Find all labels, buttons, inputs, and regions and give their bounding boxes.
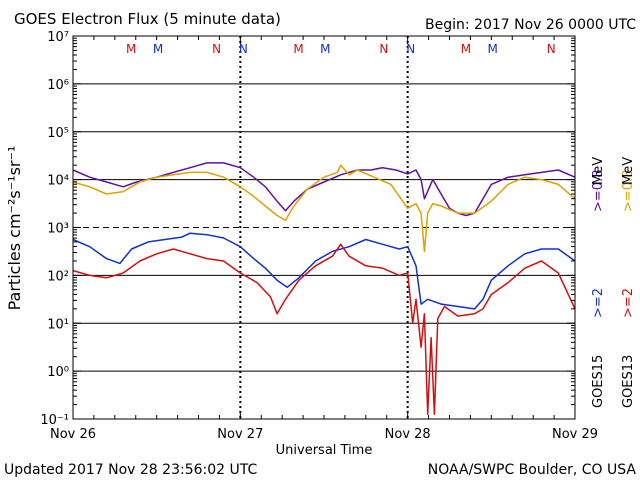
orbit-marker-n: N	[239, 42, 248, 56]
series-line-goes13	[72, 164, 576, 253]
orbit-marker-n: N	[212, 42, 221, 56]
orbit-marker-n: N	[406, 42, 415, 56]
legend-goes15-low: >=0.8	[591, 170, 606, 212]
orbit-marker-m: M	[153, 42, 163, 56]
x-tick-label: Nov 26	[50, 427, 96, 442]
updated-time: Updated 2017 Nov 28 23:56:02 UTC	[4, 462, 257, 478]
legend-unit: MeV	[621, 157, 636, 185]
series-line-goes13	[72, 243, 576, 415]
y-tick-label: 10⁶	[47, 78, 69, 93]
orbit-marker-n: N	[547, 42, 556, 56]
legend-goes15-high: >=2	[591, 288, 606, 318]
legend-unit: MeV	[591, 157, 606, 185]
orbit-marker-m: M	[320, 42, 330, 56]
y-tick-label: 10¹	[47, 317, 69, 332]
begin-time: Begin: 2017 Nov 26 0000 UTC	[425, 17, 636, 33]
series-line-goes15	[72, 162, 576, 217]
legend-goes13: GOES13	[621, 355, 636, 408]
y-tick-label: 10⁵	[47, 126, 69, 141]
orbit-marker-m: M	[126, 42, 136, 56]
y-axis-ticks: 10⁻¹ 10⁰ 10¹ 10² 10³ 10⁴ 10⁵ 10⁶ 10⁷	[40, 30, 575, 428]
legend-goes15: GOES15	[591, 355, 606, 408]
y-tick-label: 10⁴	[47, 174, 69, 189]
grid-lines	[73, 36, 575, 419]
orbit-marker-m: M	[488, 42, 498, 56]
orbit-marker-m: M	[293, 42, 303, 56]
legend-goes13-high: >=2	[621, 288, 636, 318]
chart-title: GOES Electron Flux (5 minute data)	[14, 10, 281, 28]
y-axis-label: Particles cm⁻²s⁻¹sr⁻¹	[5, 146, 24, 311]
y-tick-label: 10⁰	[47, 365, 69, 380]
x-axis-label: Universal Time	[276, 443, 373, 458]
y-tick-label: 10⁻¹	[40, 413, 69, 428]
x-tick-label: Nov 27	[217, 427, 263, 442]
credit: NOAA/SWPC Boulder, CO USA	[428, 462, 637, 478]
y-tick-label: 10⁷	[47, 30, 69, 45]
y-tick-label: 10³	[47, 222, 69, 237]
legend-goes13-low: >=0.8	[621, 170, 636, 212]
y-tick-label: 10²	[47, 269, 69, 284]
orbit-marker-m: M	[461, 42, 471, 56]
series-line-goes15	[72, 232, 576, 310]
x-tick-label: Nov 29	[552, 427, 598, 442]
x-axis-ticks: Nov 26 Nov 27 Nov 28 Nov 29	[50, 36, 598, 442]
orbit-marker-n: N	[379, 42, 388, 56]
data-series	[72, 162, 576, 415]
x-tick-label: Nov 28	[385, 427, 431, 442]
